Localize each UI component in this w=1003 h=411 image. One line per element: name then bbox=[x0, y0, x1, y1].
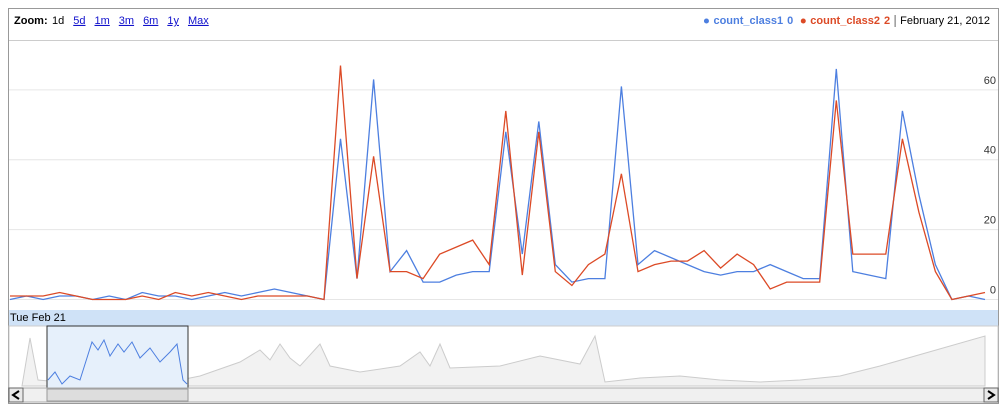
zoom-option[interactable]: 1m bbox=[95, 15, 110, 27]
scrollbar-thumb[interactable] bbox=[46, 388, 189, 402]
legend-name: count_class2 bbox=[810, 15, 880, 27]
zoom-option[interactable]: 1y bbox=[167, 15, 179, 27]
date: February 21, 2012 bbox=[900, 15, 990, 27]
zoom-option[interactable]: Max bbox=[188, 15, 209, 27]
legend-name: count_class1 bbox=[713, 15, 783, 27]
zoom-option[interactable]: 1d bbox=[52, 15, 64, 27]
scroll-left[interactable] bbox=[8, 387, 24, 403]
y-tick-label: 40 bbox=[984, 145, 996, 157]
scroll-right-icon bbox=[987, 390, 996, 400]
zoom-option[interactable]: 6m bbox=[143, 15, 158, 27]
zoom-option[interactable]: 3m bbox=[119, 15, 134, 27]
navigator-window[interactable] bbox=[46, 325, 189, 389]
series-line bbox=[10, 65, 986, 301]
y-tick-label: 20 bbox=[984, 215, 996, 227]
legend-value: 2 bbox=[884, 15, 890, 27]
zoom-option[interactable]: 5d bbox=[73, 15, 85, 27]
zoom-options: 1d 5d 1m 3m 6m 1y Max bbox=[52, 15, 209, 27]
legend-value: 0 bbox=[787, 15, 793, 27]
zoom-label: Zoom: bbox=[14, 15, 48, 27]
scroll-right[interactable] bbox=[983, 387, 999, 403]
legend: 2 count_class2 0 count_class1 bbox=[703, 15, 896, 27]
legend-dot bbox=[800, 18, 806, 24]
series-line bbox=[9, 68, 986, 301]
legend-dot bbox=[703, 18, 709, 24]
scroll-left-icon bbox=[11, 390, 20, 400]
plot: 0 20 40 60 bbox=[9, 65, 998, 301]
y-tick-label: 60 bbox=[984, 75, 996, 87]
range-label: Tue Feb 21 bbox=[10, 312, 66, 324]
navigator-window-line bbox=[47, 338, 188, 385]
y-tick-label: 0 bbox=[990, 284, 996, 296]
range-bar bbox=[9, 310, 998, 326]
